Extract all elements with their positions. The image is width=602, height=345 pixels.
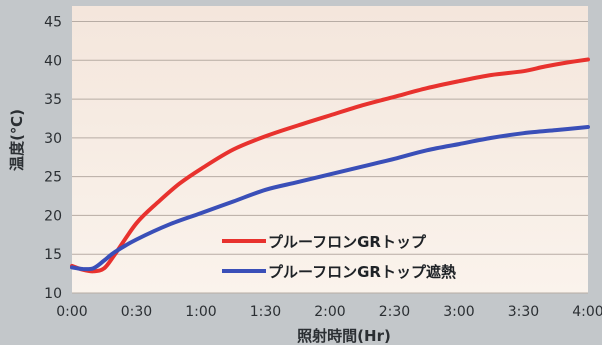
y-axis-title: 温度(℃) (8, 109, 26, 171)
series-line-1 (70, 57, 590, 274)
y-tick-label: 25 (44, 170, 62, 186)
legend-label-1: プルーフロンGRトップ (268, 233, 427, 251)
x-tick-label: 2:00 (314, 304, 345, 320)
x-tick-label: 2:30 (379, 304, 410, 320)
y-tick-label: 15 (44, 247, 62, 263)
axis-ticks: 10 15 20 25 30 35 40 45 0:00 0:30 1:00 1:30 2:00 2:30… (44, 15, 602, 320)
x-axis-title: 照射時間(Hr) (297, 327, 391, 345)
x-tick-label: 0:30 (121, 304, 152, 320)
series-layer (70, 57, 590, 274)
y-tick-label: 40 (44, 53, 62, 69)
y-tick-label: 35 (44, 92, 62, 108)
x-tick-label: 0:00 (56, 304, 87, 320)
x-tick-label: 3:30 (508, 304, 539, 320)
y-tick-label: 30 (44, 131, 62, 147)
series-line-2 (70, 125, 590, 272)
x-tick-label: 1:00 (185, 304, 216, 320)
legend-label-2: プルーフロンGRトップ遮熱 (268, 263, 456, 281)
x-tick-label: 1:30 (250, 304, 281, 320)
x-tick-label: 3:00 (443, 304, 474, 320)
y-tick-label: 10 (44, 286, 62, 302)
plot-area (72, 6, 588, 293)
x-tick-label: 4:00 (572, 304, 602, 320)
grid-lines (72, 21, 588, 294)
y-tick-label: 20 (44, 208, 62, 224)
y-tick-label: 45 (44, 15, 62, 31)
